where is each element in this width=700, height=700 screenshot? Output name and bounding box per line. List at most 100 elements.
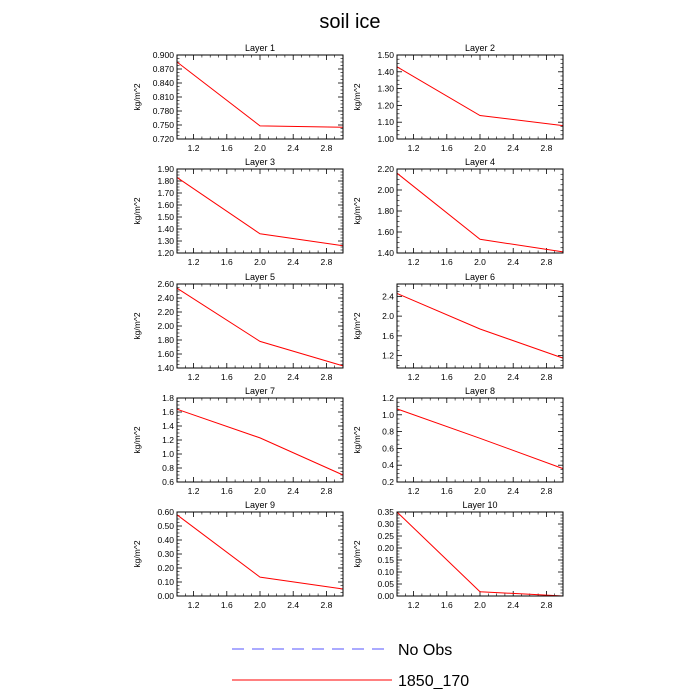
- y-tick-label: 0.6: [162, 477, 174, 487]
- y-tick-label: 1.80: [377, 206, 394, 216]
- y-tick-label: 1.40: [377, 67, 394, 77]
- x-tick-label: 2.8: [320, 143, 332, 153]
- x-tick-label: 1.2: [408, 486, 420, 496]
- y-tick-label: 2.00: [157, 321, 174, 331]
- x-tick-label: 1.2: [408, 257, 420, 267]
- y-tick-label: 0.50: [157, 521, 174, 531]
- y-axis-label: kg/m^2: [132, 312, 142, 339]
- x-tick-label: 2.0: [254, 372, 266, 382]
- plot-frame: [396, 397, 564, 483]
- panel-layer-3: Layer 3 kg/m^2 1.20 1.30 1.40 1.50 1.60 1.70 1.8…: [132, 157, 344, 267]
- panel-title: Layer 5: [245, 272, 275, 282]
- y-axis-label: kg/m^2: [352, 426, 362, 453]
- y-tick-label: 0.840: [153, 78, 175, 88]
- y-tick-label: 2.0: [382, 311, 394, 321]
- y-tick-label: 0.2: [382, 477, 394, 487]
- y-tick-label: 1.2: [382, 393, 394, 403]
- y-tick-label: 0.20: [377, 543, 394, 553]
- x-tick-label: 2.0: [474, 143, 486, 153]
- y-tick-label: 0.15: [377, 555, 394, 565]
- y-tick-label: 1.4: [162, 421, 174, 431]
- x-tick-label: 2.4: [287, 600, 299, 610]
- x-tick-label: 1.2: [188, 257, 200, 267]
- x-tick-label: 2.4: [507, 600, 519, 610]
- x-tick-label: 2.4: [507, 257, 519, 267]
- plot-frame: [396, 54, 564, 140]
- x-tick-label: 2.4: [507, 143, 519, 153]
- x-tick-label: 2.8: [320, 372, 332, 382]
- plot-frame: [176, 511, 344, 597]
- y-tick-label: 0.10: [157, 577, 174, 587]
- y-tick-label: 2.20: [377, 164, 394, 174]
- y-axis-label: kg/m^2: [352, 83, 362, 110]
- x-tick-label: 2.8: [540, 600, 552, 610]
- panel-layer-9: Layer 9 kg/m^2 0.00 0.10 0.20 0.30 0.40 0.50 0.6…: [132, 500, 344, 610]
- y-tick-label: 2.20: [157, 307, 174, 317]
- x-tick-label: 2.0: [474, 257, 486, 267]
- panel-layer-1: Layer 1 kg/m^2 0.720 0.750 0.780 0.810 0.840 0.…: [132, 43, 344, 153]
- x-tick-label: 2.4: [287, 143, 299, 153]
- plot-frame: [396, 511, 564, 597]
- x-tick-label: 2.8: [540, 257, 552, 267]
- y-tick-label: 1.2: [382, 351, 394, 361]
- x-tick-label: 1.6: [441, 600, 453, 610]
- y-tick-label: 1.90: [157, 164, 174, 174]
- y-axis-label: kg/m^2: [132, 540, 142, 567]
- plot-frame: [176, 168, 344, 254]
- y-tick-label: 1.60: [157, 200, 174, 210]
- plot-frame: [396, 283, 564, 369]
- y-tick-label: 0.35: [377, 507, 394, 517]
- y-tick-label: 1.60: [157, 349, 174, 359]
- x-tick-label: 1.2: [408, 372, 420, 382]
- y-tick-label: 1.40: [157, 363, 174, 373]
- y-tick-label: 1.50: [377, 50, 394, 60]
- y-tick-label: 0.900: [153, 50, 175, 60]
- legend: No Obs 1850_170: [232, 642, 469, 690]
- y-tick-label: 1.20: [157, 248, 174, 258]
- series-line: [396, 66, 564, 127]
- series-line: [396, 172, 564, 253]
- y-tick-label: 0.780: [153, 106, 175, 116]
- y-axis-label: kg/m^2: [132, 197, 142, 224]
- y-tick-label: 0.05: [377, 579, 394, 589]
- x-tick-label: 2.4: [287, 257, 299, 267]
- y-tick-label: 1.70: [157, 188, 174, 198]
- y-tick-label: 1.80: [157, 176, 174, 186]
- x-tick-label: 2.4: [507, 486, 519, 496]
- plot-frame: [176, 283, 344, 369]
- y-tick-label: 0.8: [382, 427, 394, 437]
- x-tick-label: 2.4: [287, 486, 299, 496]
- legend-label-2: 1850_170: [398, 673, 469, 690]
- panel-title: Layer 2: [465, 43, 495, 53]
- x-tick-label: 2.0: [254, 600, 266, 610]
- panel-title: Layer 8: [465, 386, 495, 396]
- panel-grid: Layer 1 kg/m^2 0.720 0.750 0.780 0.810 0.840 0.…: [132, 43, 564, 610]
- x-tick-label: 2.0: [254, 257, 266, 267]
- y-tick-label: 1.2: [162, 435, 174, 445]
- x-tick-label: 1.2: [188, 372, 200, 382]
- y-tick-label: 1.00: [377, 134, 394, 144]
- series-line: [176, 408, 344, 476]
- y-tick-label: 1.6: [382, 331, 394, 341]
- y-tick-label: 0.10: [377, 567, 394, 577]
- y-tick-label: 2.4: [382, 291, 394, 301]
- y-tick-label: 0.30: [157, 549, 174, 559]
- panel-layer-2: Layer 2 kg/m^2 1.00 1.10 1.20 1.30 1.40 1.50 1.2…: [352, 43, 564, 153]
- y-tick-label: 1.80: [157, 335, 174, 345]
- y-tick-label: 1.0: [162, 449, 174, 459]
- panel-layer-8: Layer 8 kg/m^2 0.2 0.4 0.6 0.8 1.0 1.2 1.2 1.6 2.0…: [352, 386, 564, 496]
- y-tick-label: 0.40: [157, 535, 174, 545]
- x-tick-label: 1.6: [441, 486, 453, 496]
- panel-title: Layer 10: [462, 500, 497, 510]
- panel-title: Layer 3: [245, 157, 275, 167]
- y-axis-label: kg/m^2: [352, 312, 362, 339]
- chart-title: soil ice: [319, 11, 380, 33]
- x-tick-label: 2.0: [474, 372, 486, 382]
- y-tick-label: 0.4: [382, 460, 394, 470]
- x-tick-label: 1.2: [188, 486, 200, 496]
- y-tick-label: 0.00: [157, 591, 174, 601]
- panel-layer-6: Layer 6 kg/m^2 1.2 1.6 2.0 2.4 1.2 1.6 2.0 2.4 2.8: [352, 272, 564, 382]
- panel-layer-7: Layer 7 kg/m^2 0.6 0.8 1.0 1.2 1.4 1.6 1.8 1.2 1.6…: [132, 386, 344, 496]
- y-tick-label: 1.20: [377, 100, 394, 110]
